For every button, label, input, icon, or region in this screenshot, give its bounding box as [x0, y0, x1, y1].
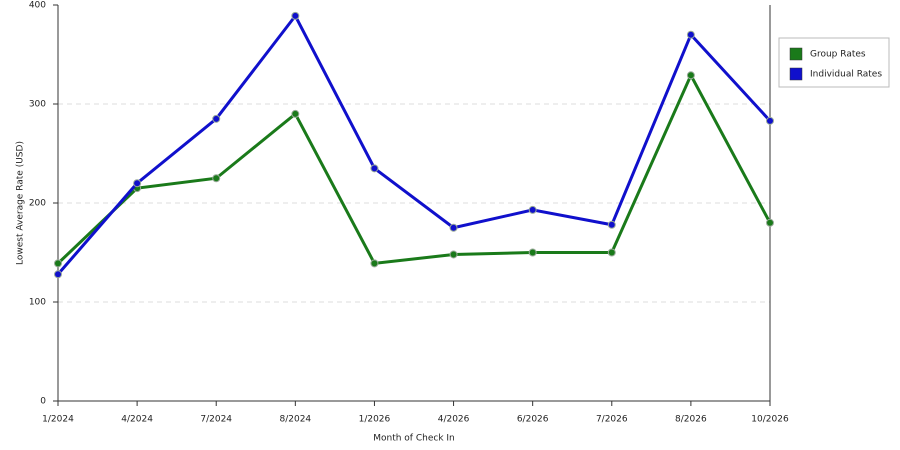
data-point: [370, 164, 379, 173]
data-point: [212, 174, 221, 183]
y-tick-label: 400: [29, 1, 46, 11]
data-point: [766, 218, 774, 227]
y-tick-label: 200: [29, 199, 46, 209]
x-tick-label: 7/2026: [596, 415, 628, 425]
data-point: [607, 248, 616, 257]
data-point: [291, 11, 300, 20]
data-point: [54, 259, 62, 268]
x-tick-label: 1/2024: [42, 415, 74, 425]
x-axis-label: Month of Check In: [373, 434, 455, 444]
data-point: [528, 248, 537, 257]
data-point: [686, 30, 695, 39]
legend-label: Group Rates: [810, 50, 866, 60]
data-point: [291, 109, 300, 118]
data-point: [528, 205, 537, 214]
data-point: [686, 71, 695, 80]
data-point: [212, 114, 221, 123]
data-point: [766, 116, 774, 125]
data-point: [449, 223, 458, 232]
y-tick-label: 0: [40, 397, 46, 407]
y-axis-label: Lowest Average Rate (USD): [16, 141, 26, 265]
x-tick-label: 10/2026: [751, 415, 789, 425]
legend-label: Individual Rates: [810, 70, 882, 80]
series-line: [56, 13, 772, 276]
legend-swatch: [789, 47, 803, 61]
x-tick-label: 6/2026: [517, 415, 549, 425]
x-tick-label: 4/2024: [121, 415, 153, 425]
y-tick-label: 300: [29, 100, 46, 110]
data-point: [133, 179, 142, 188]
data-point: [607, 220, 616, 229]
data-point: [370, 259, 379, 268]
x-tick-label: 1/2026: [359, 415, 391, 425]
data-point: [449, 250, 458, 259]
x-tick-label: 4/2026: [438, 415, 470, 425]
x-tick-label: 7/2024: [200, 415, 232, 425]
legend-swatch: [789, 67, 803, 81]
x-tick-label: 8/2026: [675, 415, 707, 425]
y-tick-label: 100: [29, 298, 46, 308]
x-tick-label: 8/2024: [279, 415, 311, 425]
series-line: [56, 71, 772, 265]
data-point: [54, 270, 62, 279]
